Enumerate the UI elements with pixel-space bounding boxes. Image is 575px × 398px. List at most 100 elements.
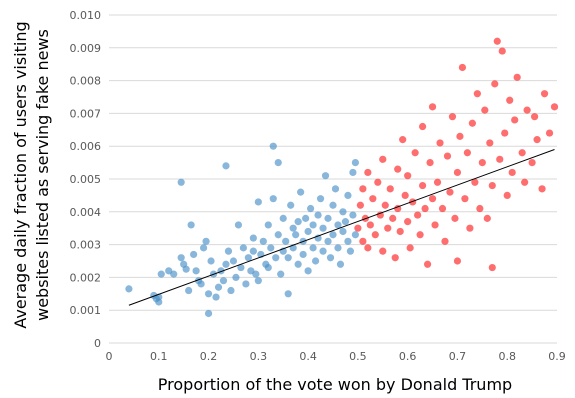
x-tick-label: 0.9 [548, 350, 566, 363]
data-point [428, 195, 437, 203]
data-point [272, 254, 280, 262]
data-point [234, 221, 243, 229]
data-point [284, 290, 292, 298]
x-tick-label: 0.2 [200, 350, 218, 363]
data-point [279, 214, 287, 222]
data-point [550, 103, 559, 111]
data-point [476, 204, 484, 213]
data-point [483, 214, 491, 222]
data-point [269, 142, 277, 150]
data-point [155, 298, 163, 306]
data-point [254, 277, 262, 285]
data-point [540, 90, 549, 98]
data-point [441, 237, 449, 245]
data-point [224, 247, 233, 255]
data-point [481, 106, 489, 114]
data-point [349, 168, 357, 177]
data-point [199, 244, 208, 252]
y-tick-label: 0.005 [70, 173, 102, 186]
data-point [461, 195, 469, 203]
data-point [229, 257, 238, 265]
data-point [294, 218, 302, 226]
data-point [252, 270, 260, 278]
x-tick-label: 0.8 [498, 350, 516, 363]
y-tick-label: 0.002 [70, 271, 102, 284]
data-point [264, 221, 272, 229]
data-point [473, 90, 481, 98]
data-point [282, 237, 290, 245]
x-tick-label: 0.6 [399, 350, 417, 363]
data-point [416, 231, 424, 239]
data-point [324, 214, 332, 222]
data-point [287, 201, 295, 209]
data-point [411, 149, 419, 157]
y-tick-label: 0.007 [70, 107, 102, 120]
data-point [334, 244, 342, 252]
data-point [471, 178, 479, 186]
gridlines [109, 14, 557, 344]
data-point [326, 254, 335, 262]
data-point [214, 283, 223, 291]
data-point [244, 254, 252, 262]
y-tick-label: 0.001 [70, 304, 102, 317]
data-point [364, 244, 372, 252]
data-point [264, 263, 272, 272]
data-point [177, 178, 185, 186]
data-point [453, 168, 462, 177]
data-point [232, 273, 240, 281]
x-axis-title: Proportion of the vote won by Donald Tru… [158, 375, 512, 394]
data-point [396, 227, 404, 236]
x-tick-label: 0.1 [150, 350, 168, 363]
y-axis-title-line-2: websites listed as serving fake news [33, 29, 52, 321]
data-point [386, 185, 394, 193]
data-point [523, 106, 531, 114]
data-point [349, 211, 357, 219]
data-point [384, 224, 392, 232]
data-point [508, 168, 516, 177]
data-point [488, 181, 496, 190]
data-point [399, 136, 407, 144]
y-tick-labels: 0 0.001 0.002 0.003 0.004 0.005 0.006 0.007 0.00… [70, 9, 102, 350]
data-point [339, 227, 347, 236]
x-tick-label: 0.5 [349, 350, 367, 363]
data-point [269, 195, 277, 203]
data-point [274, 159, 282, 167]
data-point [438, 204, 447, 213]
data-point [406, 244, 414, 252]
data-point [511, 116, 519, 124]
y-tick-label: 0.009 [70, 42, 102, 55]
y-tick-label: 0.003 [70, 239, 102, 252]
data-point [227, 286, 235, 295]
data-point [503, 191, 511, 199]
data-point [311, 257, 320, 265]
data-point [284, 254, 292, 262]
data-points [125, 37, 559, 318]
data-point [319, 224, 327, 232]
data-point [336, 260, 345, 268]
data-point [426, 159, 434, 167]
data-point [468, 119, 476, 127]
data-point [259, 237, 267, 245]
data-point [456, 132, 464, 140]
data-point [518, 149, 526, 157]
data-point [369, 195, 377, 203]
data-point [498, 47, 506, 55]
data-point [501, 129, 509, 137]
data-point [453, 257, 462, 265]
data-point [381, 201, 389, 209]
data-point [187, 221, 195, 229]
data-point [341, 218, 350, 226]
data-point [212, 293, 220, 301]
trendline [128, 149, 555, 306]
data-point [334, 221, 342, 229]
data-point [222, 162, 230, 170]
data-point [309, 221, 317, 229]
data-point [319, 247, 327, 255]
data-point [309, 244, 317, 252]
data-point [202, 237, 210, 245]
data-point [249, 234, 257, 242]
data-point [157, 270, 165, 278]
trendline-segment [128, 149, 555, 306]
data-point [331, 185, 340, 193]
